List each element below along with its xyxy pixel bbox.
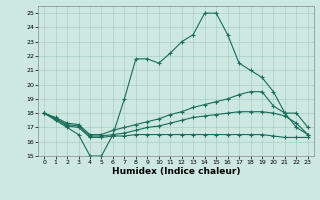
X-axis label: Humidex (Indice chaleur): Humidex (Indice chaleur) xyxy=(112,167,240,176)
